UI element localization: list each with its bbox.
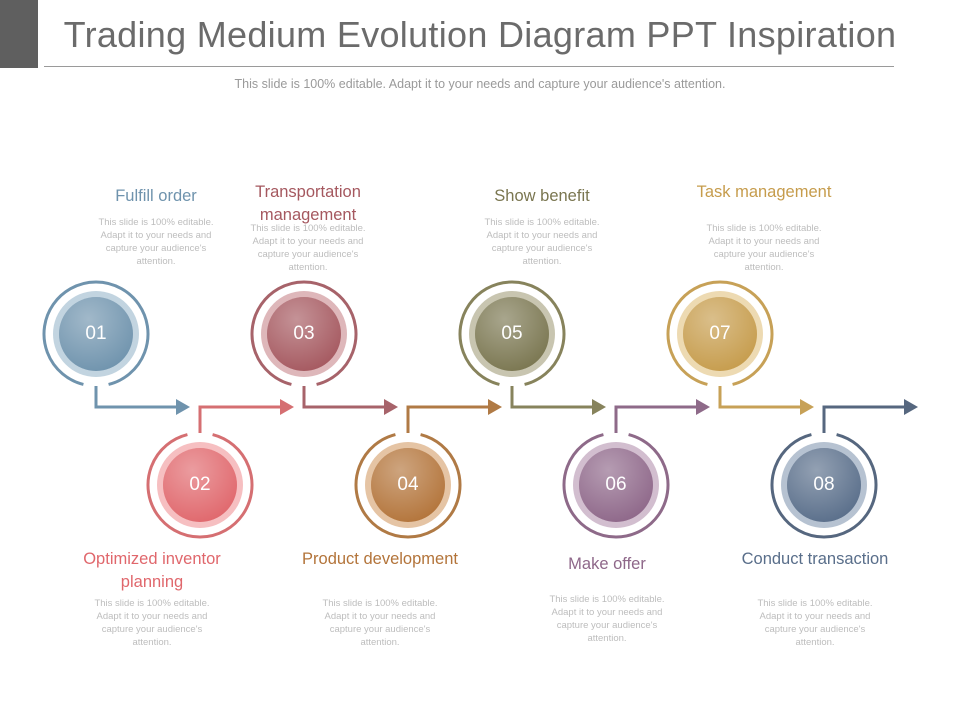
outer-ring — [458, 280, 566, 386]
disc-shine — [59, 297, 133, 371]
step-number: 07 — [709, 323, 731, 344]
disc-shine — [579, 448, 653, 522]
disc-shine — [787, 448, 861, 522]
connector-03 — [302, 386, 398, 415]
step-description: This slide is 100% editable. Adapt it to… — [484, 217, 600, 267]
outer-ring — [42, 280, 150, 386]
corner-block — [0, 0, 38, 68]
step-description: This slide is 100% editable. Adapt it to… — [757, 598, 873, 648]
step-number: 02 — [189, 474, 211, 495]
step-label: Optimized inventor planning — [83, 550, 221, 591]
step-label: Show benefit — [494, 187, 590, 205]
step-node-03 — [250, 280, 358, 386]
connector-01 — [94, 386, 190, 415]
connector-02 — [198, 399, 294, 433]
connector-06 — [614, 399, 710, 433]
outer-ring — [354, 433, 462, 539]
step-description: This slide is 100% editable. Adapt it to… — [94, 598, 210, 648]
step-node-07 — [666, 280, 774, 386]
title-underline — [44, 66, 894, 67]
step-description: This slide is 100% editable. Adapt it to… — [250, 223, 366, 273]
step-description: This slide is 100% editable. Adapt it to… — [706, 223, 822, 273]
step-node-05 — [458, 280, 566, 386]
step-nodes — [42, 280, 878, 539]
outer-ring — [770, 433, 878, 539]
step-number: 04 — [397, 474, 419, 495]
outer-ring — [562, 433, 670, 539]
step-number: 03 — [293, 323, 315, 344]
connector-07 — [718, 386, 814, 415]
step-label: Conduct transaction — [741, 550, 889, 568]
step-number: 05 — [501, 323, 523, 344]
outer-ring — [666, 280, 774, 386]
step-description: This slide is 100% editable. Adapt it to… — [98, 217, 214, 267]
step-label: Fulfill order — [115, 187, 197, 205]
disc-shine — [163, 448, 237, 522]
outer-ring — [146, 433, 254, 539]
step-number: 01 — [85, 323, 107, 344]
disc-shine — [371, 448, 445, 522]
disc-shine — [475, 297, 549, 371]
step-label: Transportation management — [255, 183, 361, 224]
connector-08 — [822, 399, 918, 433]
step-node-04 — [354, 433, 462, 539]
step-description: This slide is 100% editable. Adapt it to… — [322, 598, 438, 648]
step-node-01 — [42, 280, 150, 386]
step-node-06 — [562, 433, 670, 539]
connector-arrows — [94, 386, 918, 433]
step-label: Make offer — [568, 555, 646, 573]
step-node-02 — [146, 433, 254, 539]
outer-ring — [250, 280, 358, 386]
slide-title: Trading Medium Evolution Diagram PPT Ins… — [63, 14, 897, 55]
connector-04 — [406, 399, 502, 433]
slide-subtitle: This slide is 100% editable. Adapt it to… — [234, 77, 726, 91]
step-label: Product development — [302, 550, 458, 568]
disc-shine — [683, 297, 757, 371]
step-description: This slide is 100% editable. Adapt it to… — [549, 594, 665, 644]
step-number: 08 — [813, 474, 835, 495]
step-node-08 — [770, 433, 878, 539]
step-number: 06 — [605, 474, 627, 495]
connector-05 — [510, 386, 606, 415]
disc-shine — [267, 297, 341, 371]
step-label: Task management — [696, 183, 832, 201]
